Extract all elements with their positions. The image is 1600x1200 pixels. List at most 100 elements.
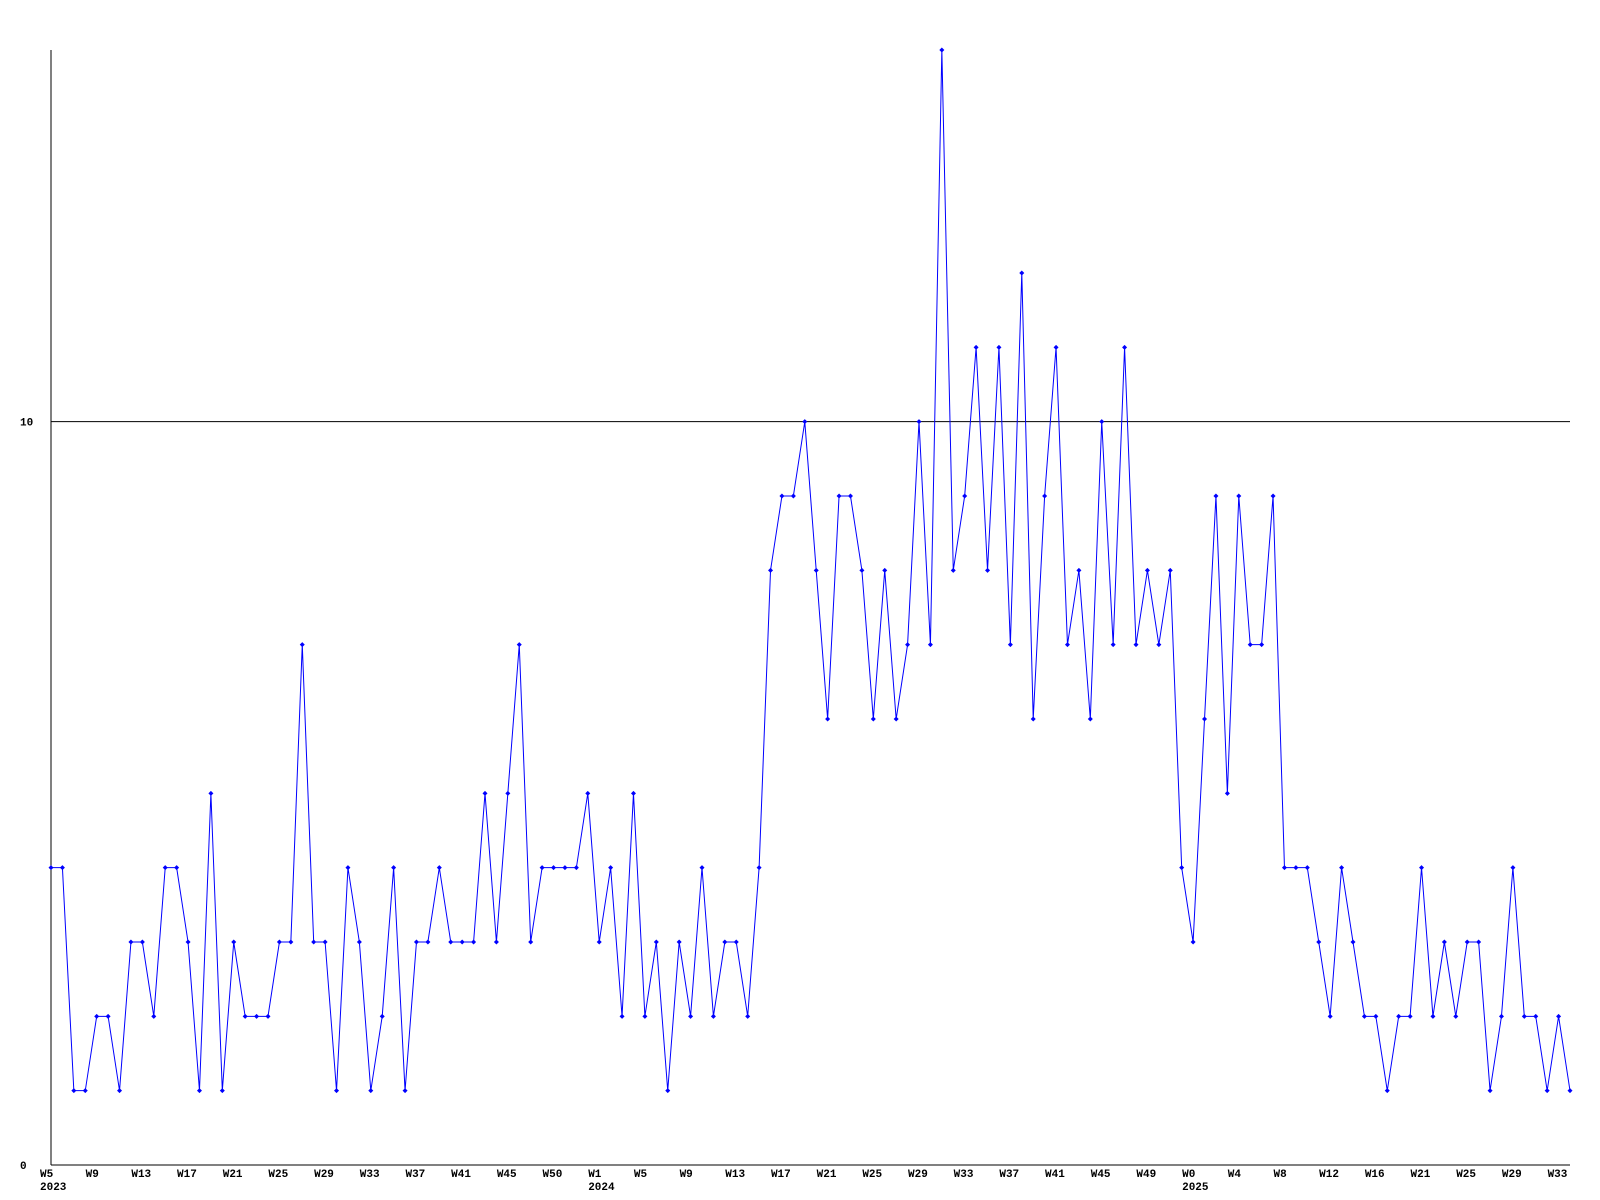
data-point: [1224, 790, 1230, 796]
data-point: [847, 493, 853, 499]
data-point: [585, 790, 591, 796]
data-point: [174, 865, 180, 871]
data-point: [185, 939, 191, 945]
data-point: [71, 1088, 77, 1094]
x-tick-label: W25: [862, 1169, 882, 1181]
x-tick-label: W21: [1411, 1169, 1431, 1181]
data-point: [413, 939, 419, 945]
data-point: [1464, 939, 1470, 945]
data-point: [1407, 1013, 1413, 1019]
data-point: [1281, 865, 1287, 871]
data-point: [1190, 939, 1196, 945]
data-point: [151, 1013, 157, 1019]
data-point: [790, 493, 796, 499]
data-point: [1316, 939, 1322, 945]
data-point: [1567, 1088, 1573, 1094]
x-tick-label: W12: [1319, 1169, 1339, 1181]
x-tick-label: W45: [497, 1169, 517, 1181]
data-point: [630, 790, 636, 796]
data-point: [254, 1013, 260, 1019]
data-point: [459, 939, 465, 945]
x-tick-label: W21: [817, 1169, 837, 1181]
data-point: [1498, 1013, 1504, 1019]
x-tick-label: W21: [223, 1169, 243, 1181]
x-tick-label: W9: [86, 1169, 99, 1181]
data-point: [1053, 344, 1059, 350]
data-point: [688, 1013, 694, 1019]
data-point: [208, 790, 214, 796]
x-tick-label: W17: [771, 1169, 791, 1181]
data-point: [471, 939, 477, 945]
x-tick-label: W45: [1091, 1169, 1111, 1181]
data-point: [1144, 567, 1150, 573]
data-point: [196, 1088, 202, 1094]
data-point: [345, 865, 351, 871]
data-point: [642, 1013, 648, 1019]
data-point: [1122, 344, 1128, 350]
data-point: [950, 567, 956, 573]
x-tick-label: W29: [1502, 1169, 1522, 1181]
data-point: [596, 939, 602, 945]
data-point: [768, 567, 774, 573]
data-point: [299, 642, 305, 648]
data-point: [733, 939, 739, 945]
data-point: [802, 419, 808, 425]
x-tick-label: W29: [314, 1169, 334, 1181]
data-point: [1042, 493, 1048, 499]
data-point: [722, 939, 728, 945]
data-point: [1030, 716, 1036, 722]
x-tick-label: W25: [1456, 1169, 1476, 1181]
data-point: [1373, 1013, 1379, 1019]
data-point: [1521, 1013, 1527, 1019]
x-tick-label: W0: [1182, 1169, 1195, 1181]
data-point: [619, 1013, 625, 1019]
data-point: [1202, 716, 1208, 722]
x-tick-label: W13: [131, 1169, 151, 1181]
data-point: [391, 865, 397, 871]
data-point: [1304, 865, 1310, 871]
data-point: [402, 1088, 408, 1094]
x-tick-label: W33: [360, 1169, 380, 1181]
data-point: [505, 790, 511, 796]
data-point: [1110, 642, 1116, 648]
data-point: [710, 1013, 716, 1019]
data-point: [139, 939, 145, 945]
data-point: [813, 567, 819, 573]
series-line: [51, 49, 1571, 1092]
data-point: [962, 493, 968, 499]
data-point: [288, 939, 294, 945]
data-point: [825, 716, 831, 722]
x-tick-label: W37: [999, 1169, 1019, 1181]
x-tick-label: W37: [405, 1169, 425, 1181]
x-tick-label: W16: [1365, 1169, 1385, 1181]
data-point: [48, 865, 54, 871]
x-tick-label: W4: [1228, 1169, 1242, 1181]
x-tick-label: W5: [40, 1169, 54, 1181]
data-point: [117, 1088, 123, 1094]
data-point: [311, 939, 317, 945]
data-point: [1133, 642, 1139, 648]
data-point: [1247, 642, 1253, 648]
data-point: [1213, 493, 1219, 499]
data-point: [539, 865, 545, 871]
data-point: [1099, 419, 1105, 425]
data-point: [425, 939, 431, 945]
data-point: [1327, 1013, 1333, 1019]
data-point: [916, 419, 922, 425]
x-tick-label: W1: [588, 1169, 602, 1181]
data-point: [1361, 1013, 1367, 1019]
data-point: [985, 567, 991, 573]
data-point: [322, 939, 328, 945]
x-year-label: 2025: [1182, 1182, 1209, 1194]
data-point: [493, 939, 499, 945]
data-point: [105, 1013, 111, 1019]
data-point: [1007, 642, 1013, 648]
data-point: [939, 47, 945, 53]
data-point: [379, 1013, 385, 1019]
data-point: [1293, 865, 1299, 871]
data-point: [1236, 493, 1242, 499]
data-point: [1533, 1013, 1539, 1019]
data-point: [334, 1088, 340, 1094]
data-point: [516, 642, 522, 648]
